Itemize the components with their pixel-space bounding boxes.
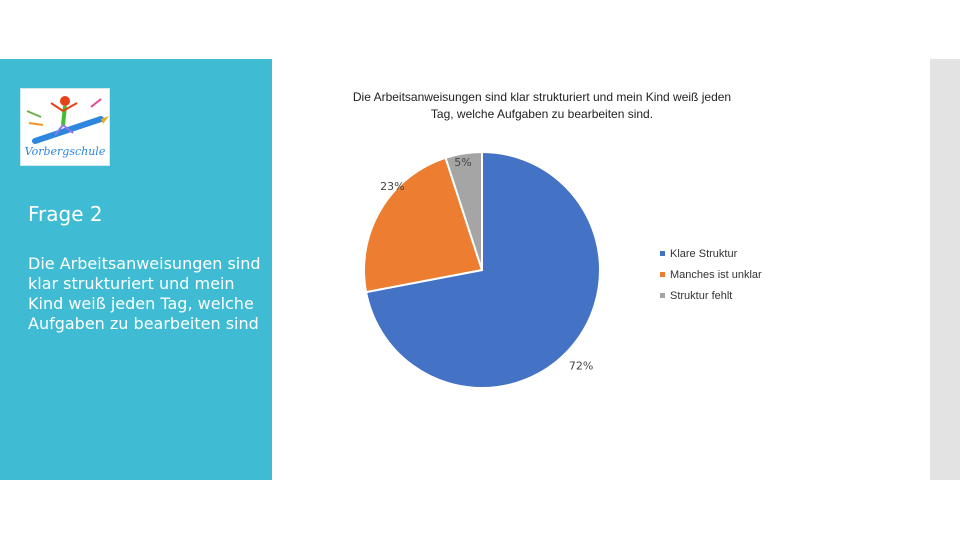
legend-label: Struktur fehlt: [670, 289, 733, 302]
right-decor-strip: [930, 59, 960, 480]
legend-item: Manches ist unklar: [660, 264, 762, 285]
chart-title: Die Arbeitsanweisungen sind klar struktu…: [352, 90, 732, 121]
legend-swatch: [660, 293, 665, 298]
school-logo: Vorbergschule: [20, 88, 110, 166]
chart-legend: Klare Struktur Manches ist unklar Struktur…: [660, 243, 762, 306]
legend-swatch: [660, 251, 665, 256]
legend-label: Klare Struktur: [670, 247, 738, 260]
pie-data-label: 72%: [569, 360, 593, 373]
question-heading: Frage 2: [28, 202, 103, 226]
pie-slice-manches-ist-unklar: [363, 156, 484, 294]
legend-label: Manches ist unklar: [670, 268, 762, 281]
legend-item: Klare Struktur: [660, 243, 762, 264]
question-description: Die Arbeitsanweisungen sind klar struktu…: [28, 254, 261, 333]
pie-data-label: 23%: [380, 180, 404, 193]
legend-swatch: [660, 272, 665, 277]
pie-data-label: 5%: [454, 156, 471, 169]
logo-text: Vorbergschule: [25, 145, 106, 158]
legend-item: Struktur fehlt: [660, 285, 762, 306]
pie-slice-struktur-fehlt: [444, 150, 483, 271]
